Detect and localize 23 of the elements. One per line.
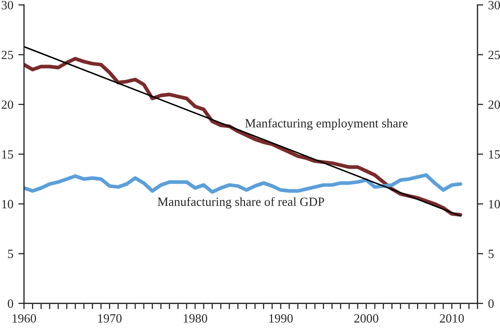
y2-tick-label: 30: [488, 0, 500, 10]
x-tick-label: 2010: [440, 314, 464, 323]
y2-tick-label: 10: [489, 200, 500, 208]
y2-tick-label: 0: [488, 299, 494, 308]
y-tick-label: 25: [2, 50, 14, 60]
y2-tick-label: 20: [488, 100, 500, 109]
y-tick-label: 15: [2, 150, 14, 159]
x-tick-label: 1960: [12, 314, 36, 323]
y-tick-label: 5: [8, 250, 14, 258]
y-tick-label: 30: [2, 0, 14, 10]
y-tick-label: 0: [8, 299, 14, 308]
x-tick-label: 1970: [98, 314, 122, 323]
y-tick-label: 20: [2, 100, 14, 109]
y2-tick-label: 5: [488, 250, 494, 258]
x-tick-label: 2000: [354, 314, 378, 323]
y-tick-label: 10: [2, 200, 14, 208]
x-tick-label: 1990: [269, 314, 293, 323]
annotation: Manufacturing share of real GDP: [158, 197, 324, 209]
y2-tick-label: 15: [489, 150, 500, 159]
y2-tick-label: 25: [488, 50, 500, 60]
x-tick-label: 1980: [184, 314, 208, 323]
annotation: Manfacturing employment share: [245, 118, 408, 130]
line-series: [24, 173, 462, 194]
